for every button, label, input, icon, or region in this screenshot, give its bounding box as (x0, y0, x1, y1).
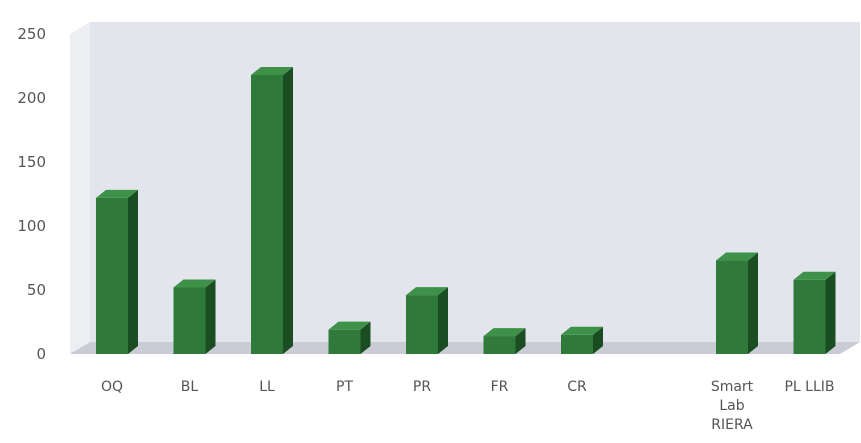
bar-front (716, 260, 748, 354)
y-tick-label-100: 100 (17, 217, 46, 235)
bar-pl-llib (793, 271, 836, 354)
y-tick-label-50: 50 (27, 281, 46, 299)
bar-top (173, 279, 216, 288)
bar-front (561, 334, 593, 354)
bar-side (593, 326, 603, 354)
x-tick-label: OQ (101, 379, 123, 395)
x-tick-label: CR (567, 379, 587, 395)
bar-top (406, 287, 448, 296)
y-axis: 0 50 100 150 200 250 (17, 25, 46, 363)
bar-front (173, 287, 206, 354)
bar-front (328, 329, 361, 354)
bar-fr (483, 328, 526, 354)
x-tick-label: LL (259, 379, 275, 395)
bar-ll (251, 66, 293, 355)
bar-pt (328, 321, 371, 354)
bar-side (283, 66, 293, 355)
x-tick-label: FR (491, 379, 509, 395)
bar-top (716, 252, 758, 261)
x-tick-label: Smart Lab RIERA (711, 379, 754, 433)
x-axis: OQ BL LL PT PR FR CR Smart Lab RIERA PL LLIB (101, 379, 835, 433)
bar-top (561, 326, 603, 335)
bar-side (438, 287, 448, 354)
bars (96, 66, 836, 355)
bar-side (748, 252, 758, 354)
bar-side (205, 279, 216, 354)
bar-top (483, 328, 526, 337)
bar-front (251, 74, 283, 355)
bar-side (128, 189, 138, 354)
bar-side (825, 271, 836, 354)
bar-top (328, 321, 371, 330)
y-tick-label-0: 0 (36, 345, 46, 363)
y-tick-label-150: 150 (17, 153, 46, 171)
bar-top (251, 66, 293, 75)
bar-cr (561, 326, 603, 354)
y-tick-label-250: 250 (17, 25, 46, 43)
x-tick-label: PR (413, 379, 431, 395)
chart-side-wall (70, 22, 90, 354)
bar-side (515, 328, 526, 354)
y-tick-label-200: 200 (17, 89, 46, 107)
bar-bl (173, 279, 216, 354)
bar-top (96, 189, 138, 198)
bar-front (793, 279, 826, 354)
bar-front (406, 295, 438, 354)
bar-front (483, 336, 516, 354)
bar-top (793, 271, 836, 280)
bar-side (360, 321, 371, 354)
bar-front (96, 197, 128, 354)
x-tick-label: PT (336, 379, 353, 395)
x-tick-label: BL (181, 379, 199, 395)
bar-smart-lab-riera (716, 252, 758, 354)
bar-pr (406, 287, 448, 354)
bar-oq (96, 189, 138, 354)
x-tick-label: PL LLIB (784, 379, 834, 395)
